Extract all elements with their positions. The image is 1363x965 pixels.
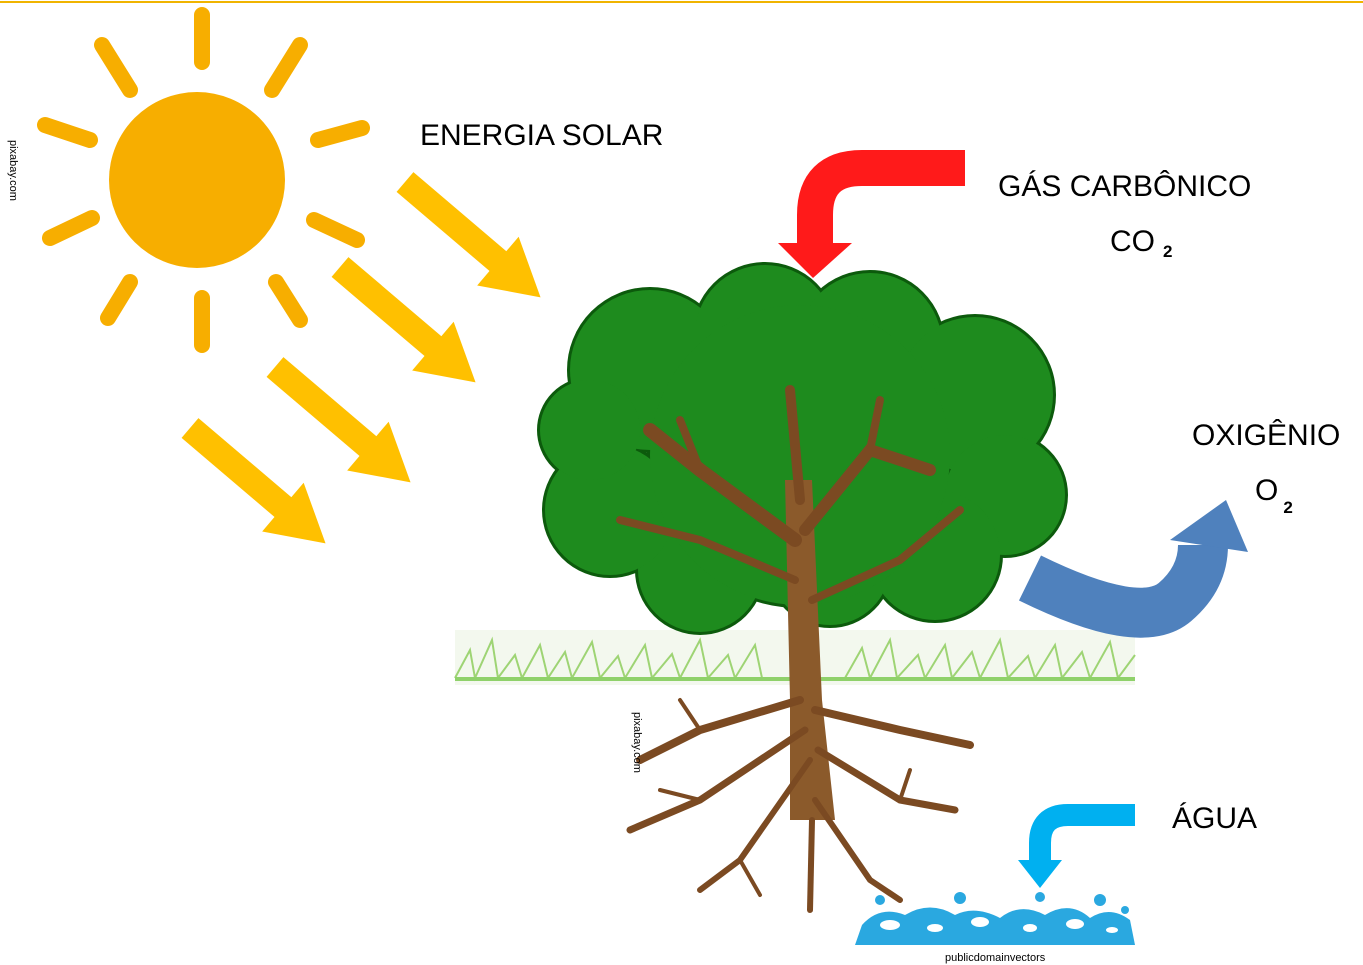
sun-part bbox=[109, 92, 285, 268]
water-splash-part-part bbox=[971, 917, 989, 927]
co2-name: GÁS CARBÔNICO bbox=[998, 169, 1251, 203]
tree-trunk-part bbox=[810, 820, 812, 910]
water-splash-part-part bbox=[880, 920, 900, 930]
co2-subscript: 2 bbox=[1163, 242, 1172, 261]
water-label: ÁGUA bbox=[1172, 802, 1257, 835]
tree-canopy-part-part bbox=[540, 380, 640, 480]
page: ENERGIA SOLAR GÁS CARBÔNICO CO 2 OXIGÊNIO… bbox=[0, 0, 1363, 965]
water-splash-part-part bbox=[927, 924, 943, 932]
water-splash-part-part bbox=[1094, 894, 1106, 906]
water-splash-part-part bbox=[954, 892, 966, 904]
solar-energy-label: ENERGIA SOLAR bbox=[420, 119, 663, 152]
diagram: ENERGIA SOLAR GÁS CARBÔNICO CO 2 OXIGÊNIO… bbox=[0, 0, 1363, 965]
water-splash-part-part bbox=[875, 895, 885, 905]
credit: pixabay.com bbox=[631, 712, 643, 773]
credit: pixabay.com bbox=[7, 140, 19, 201]
credit: publicdomainvectors bbox=[945, 952, 1046, 964]
o2-name: OXIGÊNIO bbox=[1192, 419, 1340, 452]
water-splash-part-part bbox=[1066, 919, 1084, 929]
o2-subscript: 2 bbox=[1283, 498, 1292, 517]
co2-formula-main: CO bbox=[1110, 225, 1155, 258]
water-splash-part-part bbox=[1035, 892, 1045, 902]
water-splash-part-part bbox=[1121, 906, 1129, 914]
water-splash-part-part bbox=[1106, 927, 1118, 933]
o2-formula-main: O bbox=[1255, 474, 1278, 507]
water-splash-part-part bbox=[1023, 924, 1037, 932]
